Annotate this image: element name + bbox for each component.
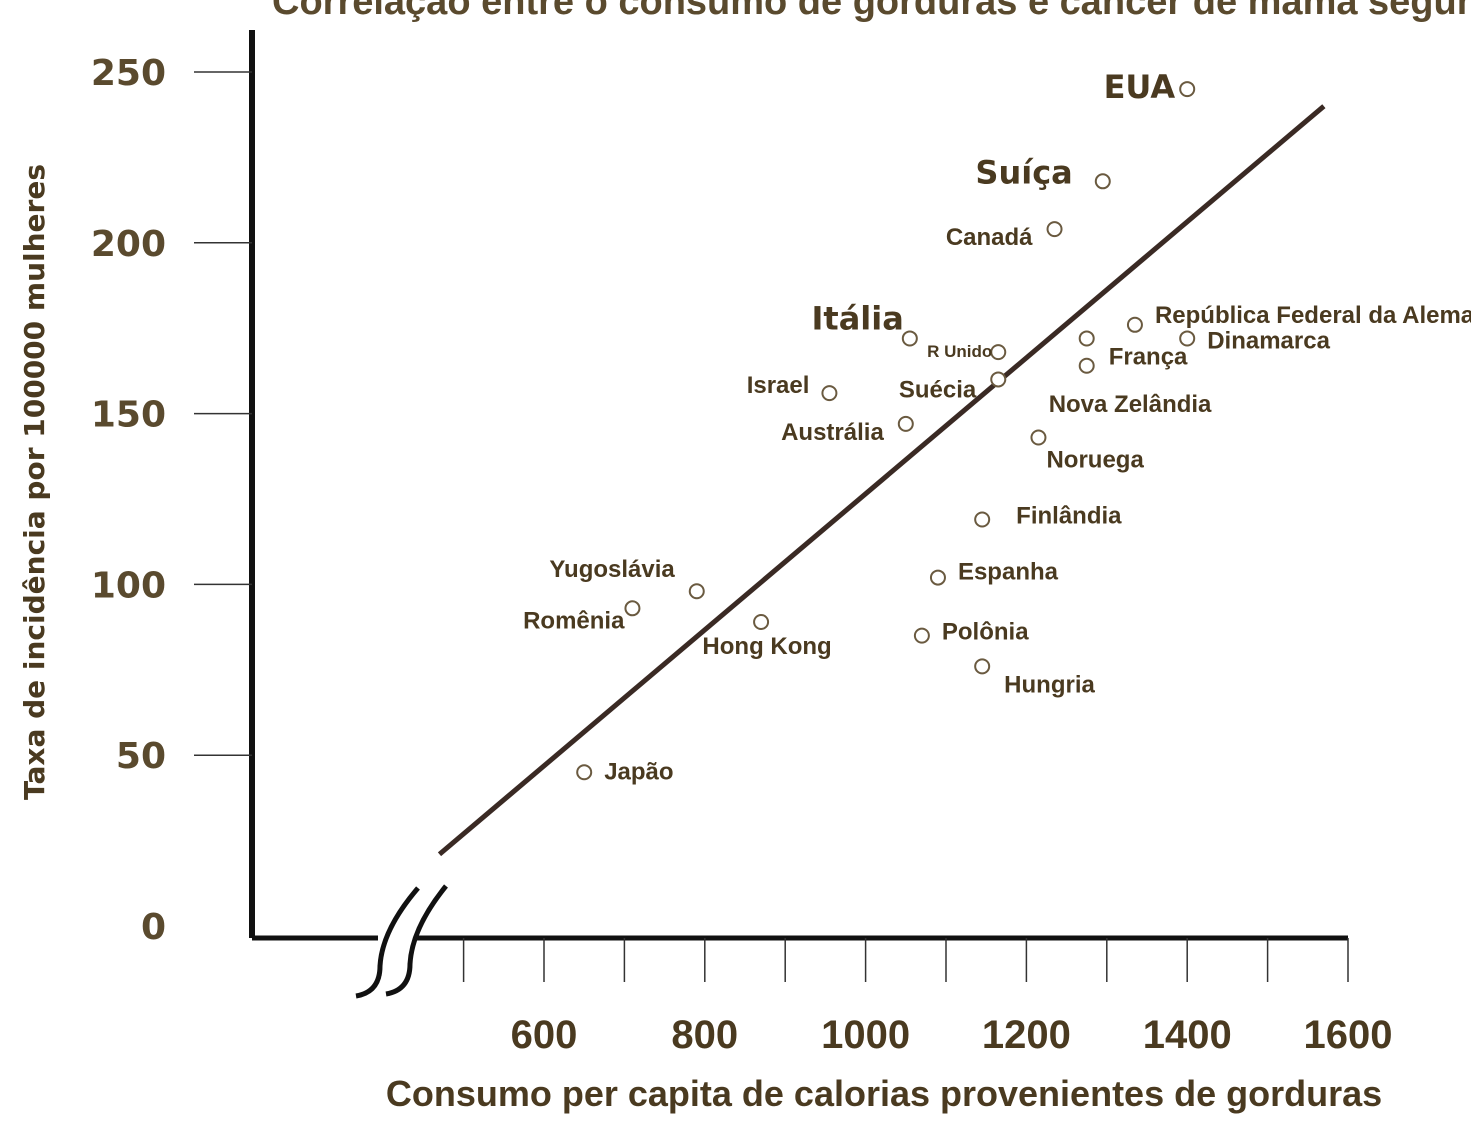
point-label: Nova Zelândia <box>1049 391 1212 418</box>
data-point <box>1078 357 1095 374</box>
data-point <box>688 583 705 600</box>
x-tick-label: 1200 <box>982 1013 1071 1057</box>
data-point <box>897 415 914 432</box>
point-label: Dinamarca <box>1207 327 1330 354</box>
x-tick-label: 1400 <box>1143 1013 1232 1057</box>
point-label: Hungria <box>1004 671 1095 698</box>
data-point <box>913 627 930 644</box>
x-tick-label: 600 <box>511 1013 578 1057</box>
data-point <box>974 511 991 528</box>
data-point <box>821 385 838 402</box>
data-point <box>990 344 1007 361</box>
data-point <box>1030 429 1047 446</box>
x-tick-label: 800 <box>671 1013 738 1057</box>
point-label: República Federal da Alemanha <box>1155 302 1471 329</box>
point-label: Noruega <box>1046 447 1144 474</box>
x-tick-label: 1600 <box>1304 1013 1393 1057</box>
point-label: Austrália <box>781 419 884 446</box>
point-label: Suíça <box>975 153 1072 191</box>
y-axis-title: Taxa de incidência por 100000 mulheres <box>18 164 51 800</box>
y-tick-label: 100 <box>91 565 166 606</box>
data-point <box>974 658 991 675</box>
data-point <box>753 613 770 630</box>
point-label: Israel <box>747 372 810 399</box>
point-label: Suécia <box>899 376 977 403</box>
chart-title: Correlação entre o consumo de gorduras e… <box>272 0 1471 23</box>
data-point <box>1078 330 1095 347</box>
data-point <box>929 569 946 586</box>
point-label: França <box>1109 343 1188 370</box>
data-point <box>1094 173 1111 190</box>
y-tick-label: 200 <box>91 224 166 265</box>
y-tick-label: 50 <box>116 736 166 777</box>
point-label: Polônia <box>942 619 1029 646</box>
axis-break-mark-right <box>385 884 448 997</box>
point-label: Romênia <box>523 607 625 634</box>
x-tick-label: 1000 <box>821 1013 910 1057</box>
y-tick-label: 150 <box>91 395 166 436</box>
y-tick-label: 250 <box>91 53 166 94</box>
point-label: Canadá <box>946 224 1033 251</box>
point-label: Itália <box>811 299 903 337</box>
point-label: Hong Kong <box>702 633 831 660</box>
point-label: Finlândia <box>1016 502 1122 529</box>
point-label: Japão <box>604 758 673 785</box>
axis-break-mark-left <box>355 886 420 999</box>
data-point <box>624 600 641 617</box>
data-point <box>576 764 593 781</box>
data-point <box>1179 330 1196 347</box>
data-point <box>1179 81 1196 98</box>
trend-line <box>437 104 1326 857</box>
data-point <box>1046 221 1063 238</box>
point-label: EUA <box>1104 68 1176 106</box>
point-label: Yugoslávia <box>549 556 675 583</box>
y-tick-label: 0 <box>141 907 166 948</box>
data-point <box>990 371 1007 388</box>
data-point <box>901 330 918 347</box>
x-axis-title: Consumo per capita de calorias provenien… <box>386 1073 1382 1114</box>
data-point <box>1126 316 1143 333</box>
point-label: Espanha <box>958 559 1059 586</box>
point-label: R Unido <box>927 342 992 361</box>
